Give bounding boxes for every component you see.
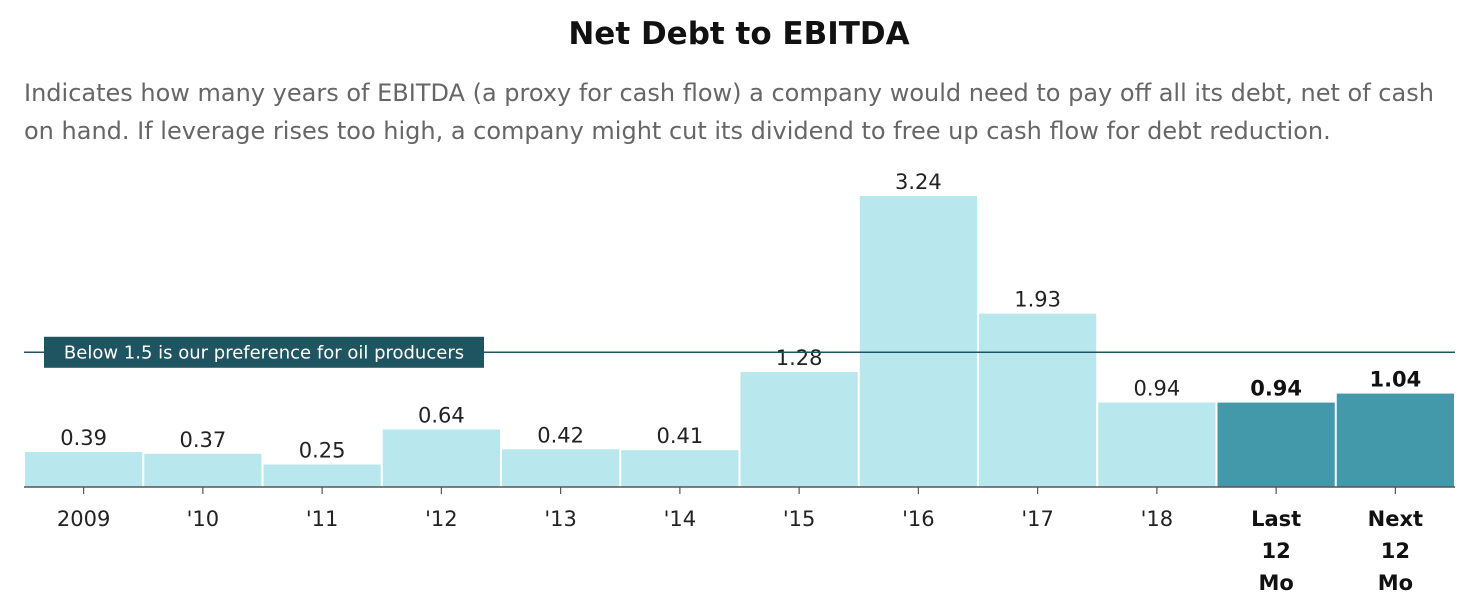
x-tick-label: '12 <box>425 507 458 531</box>
x-tick-label: Next 12 Mo <box>1368 507 1423 595</box>
value-label: 0.39 <box>60 426 107 450</box>
bar <box>263 464 381 487</box>
bars-layer <box>25 196 1454 487</box>
x-axis: 2009 '10 '11 '12 '13 '14 '15 '16 '17 '18 Last 12 Mo N… <box>24 486 1455 595</box>
bar <box>144 453 262 487</box>
value-label: 0.25 <box>299 439 346 463</box>
bar <box>740 372 858 487</box>
bar <box>1336 393 1454 487</box>
value-label: 0.37 <box>179 428 226 452</box>
value-label: 0.94 <box>1250 377 1302 401</box>
x-tick-label: Last 12 Mo <box>1251 507 1301 595</box>
value-label: 1.28 <box>776 346 823 370</box>
x-tick-label: '14 <box>664 507 697 531</box>
bar <box>25 451 143 487</box>
x-tick-label: '16 <box>902 507 935 531</box>
bar <box>1098 402 1216 487</box>
chart-title: Net Debt to EBITDA <box>568 16 910 52</box>
bar <box>859 196 977 487</box>
bar <box>979 313 1097 487</box>
x-tick-label: '11 <box>306 507 339 531</box>
value-label: 0.42 <box>537 423 584 447</box>
reference-label: Below 1.5 is our preference for oil prod… <box>64 342 464 363</box>
reference-layer: Below 1.5 is our preference for oil prod… <box>24 336 1455 368</box>
value-label: 0.64 <box>418 404 465 428</box>
bar <box>502 449 620 487</box>
x-tick-label: '17 <box>1021 507 1054 531</box>
value-label: 1.93 <box>1014 288 1061 312</box>
bar <box>621 450 739 487</box>
value-label: 0.41 <box>656 424 703 448</box>
reference-label-box <box>44 336 484 368</box>
value-label: 1.04 <box>1369 368 1421 392</box>
x-tick-label: 2009 <box>57 507 110 531</box>
x-tick-label: '15 <box>783 507 816 531</box>
x-tick-label: '10 <box>187 507 220 531</box>
chart-subtitle: Indicates how many years of EBITDA (a pr… <box>24 79 1434 145</box>
value-labels-layer: 0.39 0.37 0.25 0.64 0.42 0.41 1.28 3.24 1.93 0.94… <box>60 170 1421 463</box>
bar <box>382 429 500 487</box>
bar <box>1217 402 1335 487</box>
value-label: 3.24 <box>895 170 942 194</box>
x-tick-label: '13 <box>544 507 577 531</box>
value-label: 0.94 <box>1133 377 1180 401</box>
x-tick-label: '18 <box>1141 507 1174 531</box>
